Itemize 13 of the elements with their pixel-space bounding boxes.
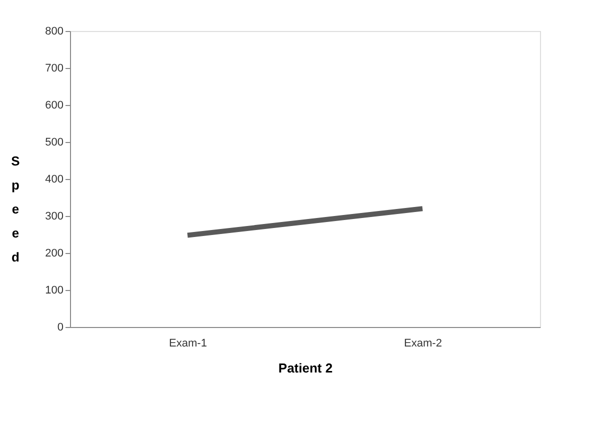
y-tick-label: 800 — [45, 26, 64, 38]
x-axis-title: Patient 2 — [278, 360, 333, 376]
y-tick-label: 500 — [45, 136, 64, 148]
y-tick-label: 400 — [45, 174, 64, 186]
y-axis-title: Speed — [11, 154, 20, 264]
y-tick-label: 100 — [45, 284, 64, 296]
y-tick-label: 200 — [45, 248, 64, 260]
y-tick-label: 300 — [45, 210, 64, 222]
x-tick-label: Exam-1 — [169, 338, 207, 350]
y-tick-label: 0 — [57, 322, 64, 334]
y-tick-label: 700 — [45, 62, 64, 74]
y-tick-label: 600 — [45, 100, 64, 112]
x-tick-label: Exam-2 — [404, 338, 442, 350]
